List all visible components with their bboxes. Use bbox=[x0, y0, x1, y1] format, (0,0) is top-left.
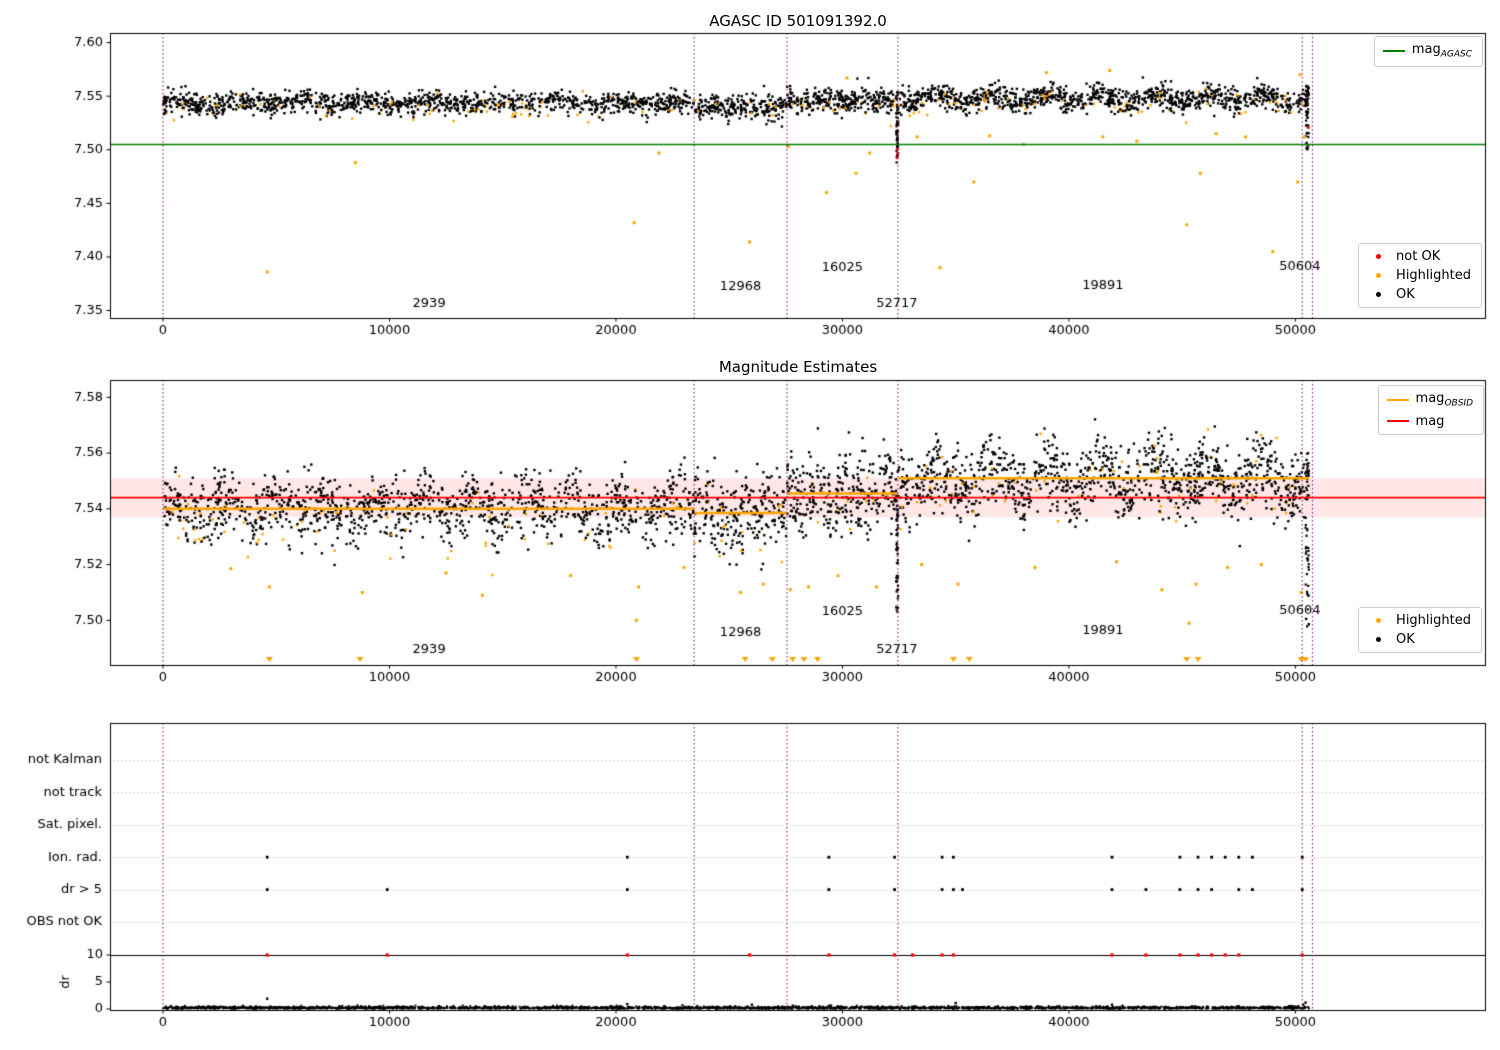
legend-label-mag-obsid: magOBSID bbox=[1415, 391, 1473, 409]
legend-item-highlighted: Highlighted bbox=[1367, 269, 1471, 282]
legend-label-mag-agasc: magAGASC bbox=[1411, 42, 1472, 60]
legend-label-mag: mag bbox=[1415, 413, 1445, 429]
not-ok-dot-icon bbox=[1367, 254, 1389, 259]
legend-mag-agasc: magAGASC bbox=[1373, 36, 1483, 67]
legend-label-highlighted-mid: Highlighted bbox=[1396, 613, 1471, 628]
mag-line-icon bbox=[1386, 420, 1409, 423]
highlighted-dot-icon bbox=[1367, 273, 1389, 278]
middle-plot-title: Magnitude Estimates bbox=[718, 358, 878, 376]
legend-item-ok: OK bbox=[1367, 288, 1471, 301]
legend-item-mag-obsid: magOBSID bbox=[1386, 391, 1473, 409]
legend-mid-markers: Highlighted OK bbox=[1358, 607, 1482, 653]
legend-label-ok-mid: OK bbox=[1396, 632, 1415, 647]
mag-obsid-line-icon bbox=[1386, 399, 1409, 402]
ok-dot-icon bbox=[1367, 292, 1389, 297]
legend-label-ok: OK bbox=[1396, 287, 1415, 302]
legend-top-markers: not OK Highlighted OK bbox=[1358, 243, 1482, 308]
mag-agasc-line-icon bbox=[1382, 50, 1405, 53]
ok-dot-icon bbox=[1367, 637, 1389, 642]
legend-item-mag-agasc: magAGASC bbox=[1382, 42, 1472, 60]
legend-item-not-ok: not OK bbox=[1367, 250, 1471, 263]
legend-item-highlighted-mid: Highlighted bbox=[1367, 614, 1471, 627]
highlighted-dot-icon bbox=[1367, 618, 1389, 623]
legend-label-not-ok: not OK bbox=[1396, 249, 1441, 264]
legend-mid-lines: magOBSID mag bbox=[1377, 385, 1484, 435]
legend-label-highlighted: Highlighted bbox=[1396, 268, 1471, 283]
legend-item-ok-mid: OK bbox=[1367, 633, 1471, 646]
legend-item-mag: mag bbox=[1386, 413, 1473, 429]
top-plot-title: AGASC ID 501091392.0 bbox=[709, 12, 887, 30]
